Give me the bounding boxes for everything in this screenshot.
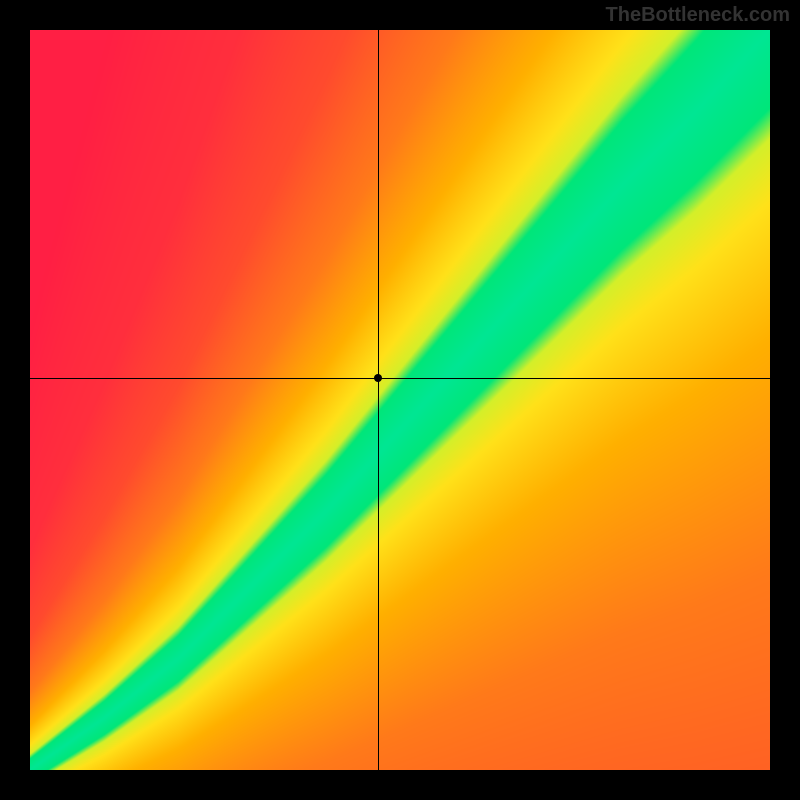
watermark-text: TheBottleneck.com [606,4,790,27]
crosshair-horizontal [30,378,770,379]
plot-area [30,30,770,770]
heatmap-canvas [30,30,770,770]
chart-container: TheBottleneck.com [0,0,800,800]
crosshair-vertical [378,30,379,770]
crosshair-marker [374,374,382,382]
